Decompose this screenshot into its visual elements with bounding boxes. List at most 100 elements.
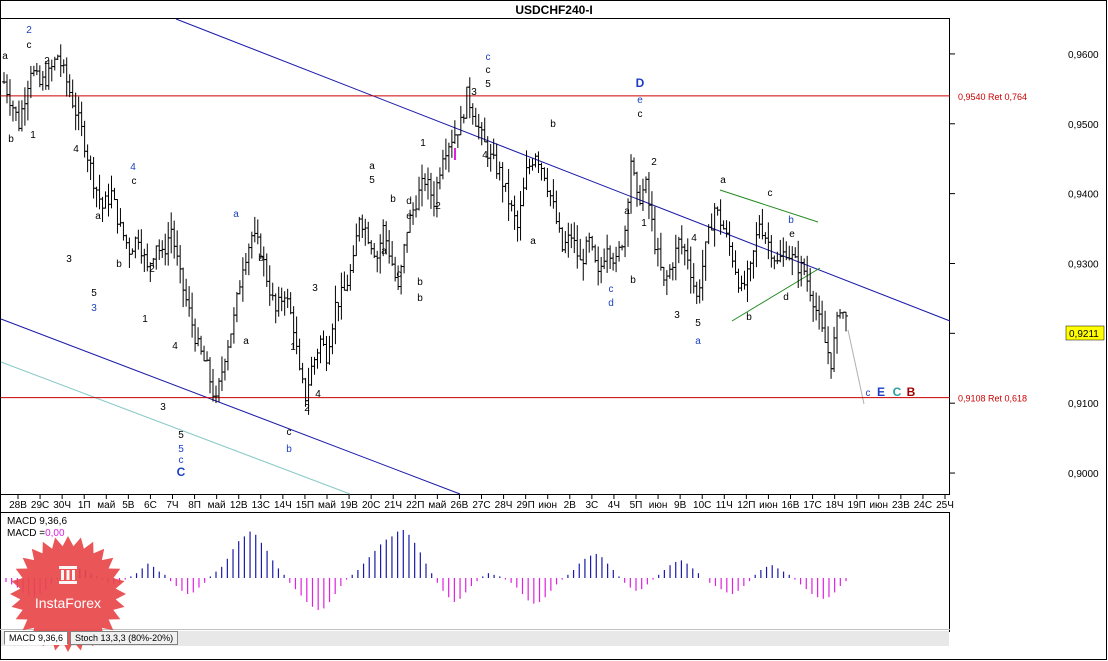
parallel-line bbox=[0, 361, 351, 495]
x-tick-label: 15П bbox=[296, 500, 314, 511]
time-axis: 28В 29С 30Ч 1П май 5В 6С 7Ч 8П май 12В 13С 14Ч 15П май… bbox=[9, 494, 954, 511]
macd-label-2: MACD =0,00 bbox=[7, 528, 65, 539]
wave-label: b bbox=[258, 253, 264, 264]
wave-label: b bbox=[116, 259, 122, 270]
wave-label: D bbox=[636, 76, 645, 90]
x-tick-label: 5П bbox=[630, 500, 643, 511]
x-tick-label: 30Ч bbox=[53, 500, 71, 511]
wave-label: b bbox=[417, 293, 423, 304]
current-price-text: 0,9211 bbox=[1069, 329, 1099, 340]
wave-label: 1 bbox=[290, 342, 296, 353]
wave-label: 2 bbox=[44, 56, 50, 67]
projection-line bbox=[847, 329, 865, 405]
wave-label: c bbox=[638, 109, 643, 120]
wave-label: 4 bbox=[73, 144, 79, 155]
wave-label: c bbox=[486, 52, 491, 63]
wave-label: 3 bbox=[160, 402, 166, 413]
wave-label: a bbox=[381, 246, 387, 257]
price-pane bbox=[0, 18, 950, 495]
wave-label: 5 bbox=[178, 444, 184, 455]
chart-title: USDCHF240-I bbox=[515, 3, 592, 17]
wave-label: 4 bbox=[130, 162, 136, 173]
current-price-tag: 0,9211 bbox=[1065, 325, 1105, 341]
wave-label: a bbox=[243, 336, 249, 347]
wave-label: b bbox=[286, 444, 292, 455]
x-tick-label: 22П bbox=[406, 500, 424, 511]
wave-label: 2 bbox=[435, 201, 441, 212]
wave-label: 2 bbox=[149, 264, 155, 275]
wave-label: 5 bbox=[485, 79, 491, 90]
channel-lower-line bbox=[0, 318, 461, 495]
x-tick-label: 13С bbox=[252, 500, 270, 511]
wave-label: a bbox=[695, 336, 701, 347]
x-tick-label: май bbox=[318, 500, 336, 511]
tab-stoch[interactable]: Stoch 13,3,3 (80%-20%) bbox=[70, 631, 179, 645]
wave-label: a bbox=[720, 175, 726, 186]
wave-label: b bbox=[390, 194, 396, 205]
wave-label: 2 bbox=[304, 403, 310, 414]
x-tick-label: июн bbox=[538, 500, 557, 511]
x-tick-label: июн bbox=[759, 500, 778, 511]
indicator-tabs: MACD 9,36,6 Stoch 13,3,3 (80%-20%) bbox=[4, 631, 179, 645]
wave-label: b bbox=[788, 215, 794, 226]
logo-text: InstaForex bbox=[35, 595, 101, 611]
macd-label-prefix: MACD = bbox=[7, 528, 46, 539]
wave-label: e bbox=[789, 229, 795, 240]
wave-label: a bbox=[624, 206, 630, 217]
wave-label: 4 bbox=[172, 341, 178, 352]
x-tick-label: 17С bbox=[803, 500, 821, 511]
wave-label: a bbox=[233, 209, 239, 220]
wave-label: 3 bbox=[674, 310, 680, 321]
wave-label: 5 bbox=[91, 288, 97, 299]
wave-label: e bbox=[406, 211, 412, 222]
wave-label: c bbox=[397, 269, 402, 280]
wave-label: 1 bbox=[30, 130, 36, 141]
wave-label: 1 bbox=[641, 218, 647, 229]
wave-label: 1 bbox=[420, 138, 426, 149]
x-tick-label: 24С bbox=[914, 500, 932, 511]
wave-label: c bbox=[768, 188, 773, 199]
x-tick-label: 6С bbox=[144, 500, 157, 511]
wave-label: 5 bbox=[369, 175, 375, 186]
y-tick-label: 0,9300 bbox=[1068, 259, 1099, 270]
x-tick-label: 12П bbox=[737, 500, 755, 511]
wave-label: b bbox=[746, 312, 752, 323]
x-tick-label: 3С bbox=[585, 500, 598, 511]
trendlines bbox=[0, 18, 951, 495]
y-tick-label: 0,9500 bbox=[1068, 120, 1099, 131]
x-tick-label: 12В bbox=[230, 500, 248, 511]
x-tick-label: 21Ч bbox=[384, 500, 402, 511]
triangle-upper-line bbox=[719, 189, 819, 223]
y-tick-label: 0,9000 bbox=[1068, 469, 1099, 480]
x-tick-label: 28В bbox=[9, 500, 27, 511]
wave-label: 4 bbox=[691, 233, 697, 244]
wave-label: c bbox=[609, 284, 614, 295]
x-tick-label: 28Ч bbox=[495, 500, 513, 511]
wave-label: 1 bbox=[142, 314, 148, 325]
x-tick-label: май bbox=[97, 500, 115, 511]
x-tick-label: 10С bbox=[693, 500, 711, 511]
x-tick-label: 5В bbox=[122, 500, 135, 511]
wave-label: 3 bbox=[66, 254, 72, 265]
wave-label: 5 bbox=[695, 318, 701, 329]
x-tick-label: 1П bbox=[78, 500, 91, 511]
wave-label: c bbox=[27, 40, 32, 51]
wave-label: B bbox=[907, 385, 916, 399]
wave-label: C bbox=[177, 465, 186, 479]
wave-label: b bbox=[550, 119, 556, 130]
x-tick-label: 27С bbox=[472, 500, 490, 511]
x-tick-label: июн bbox=[869, 500, 888, 511]
x-tick-label: 2В bbox=[564, 500, 577, 511]
price-bar bbox=[844, 311, 848, 332]
tab-strip bbox=[1, 631, 949, 646]
wave-label: d bbox=[608, 298, 614, 309]
x-tick-label: 18Ч bbox=[826, 500, 844, 511]
x-tick-label: 8П bbox=[188, 500, 201, 511]
triangle-lower-line bbox=[731, 267, 821, 322]
x-tick-label: 26В bbox=[451, 500, 469, 511]
tab-macd[interactable]: MACD 9,36,6 bbox=[4, 631, 69, 645]
wave-label: 2 bbox=[26, 25, 32, 36]
wave-label: d bbox=[783, 292, 789, 303]
